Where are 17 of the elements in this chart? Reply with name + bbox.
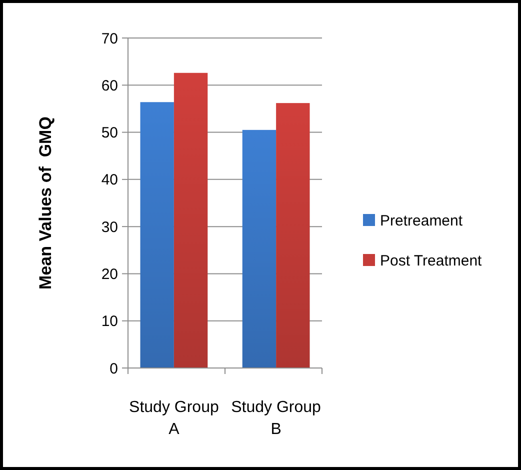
bar (140, 102, 174, 368)
legend-label: Pretreament (380, 212, 464, 230)
bar (174, 72, 208, 368)
y-tick-label: 20 (101, 266, 118, 283)
y-tick-label: 10 (101, 313, 118, 330)
bar (242, 130, 276, 368)
y-tick-label: 30 (101, 218, 118, 236)
y-tick-label: 40 (101, 172, 118, 189)
bar (276, 103, 310, 368)
y-tick-label: 0 (110, 360, 118, 378)
y-tick-label: 70 (101, 30, 118, 48)
y-axis-title: Mean Values of GMQ (36, 116, 55, 290)
y-tick-label: 60 (101, 77, 118, 94)
x-tick-label: Study Group B (231, 399, 322, 438)
y-tick-label: 50 (101, 124, 118, 142)
x-tick-label: Study Group A (129, 399, 219, 438)
legend-label: Post Treatment (380, 252, 483, 270)
